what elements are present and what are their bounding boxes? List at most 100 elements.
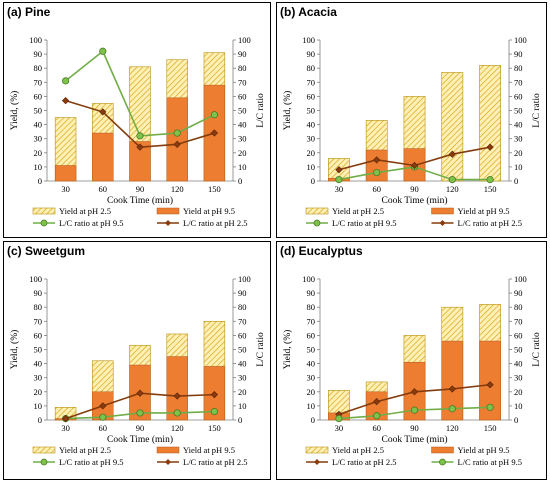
x-tick-label: 90 bbox=[136, 184, 145, 194]
marker-lc-ph95 bbox=[486, 403, 494, 411]
y2-tick-label: 40 bbox=[514, 359, 523, 369]
y-tick-label: 10 bbox=[307, 401, 316, 411]
legend-swatch-orange bbox=[156, 446, 180, 454]
marker-lc-ph25 bbox=[210, 390, 219, 399]
y2-tick-label: 70 bbox=[238, 316, 247, 326]
legend-label: L/C ratio at pH 2.5 bbox=[332, 457, 396, 467]
legend-label: Yield at pH 9.5 bbox=[183, 206, 235, 216]
y2-tick-label: 10 bbox=[514, 401, 523, 411]
y-tick-label: 80 bbox=[307, 63, 316, 73]
marker-lc-ph25 bbox=[373, 398, 381, 406]
y2-tick-label: 60 bbox=[514, 91, 523, 101]
marker-lc-ph95 bbox=[136, 409, 144, 417]
legend-item: Yield at pH 2.5 bbox=[32, 206, 111, 216]
legend-item: L/C ratio at pH 2.5 bbox=[431, 218, 522, 228]
legend-item: Yield at pH 2.5 bbox=[305, 206, 384, 216]
y2-tick-label: 90 bbox=[514, 49, 523, 59]
marker-lc-ph25 bbox=[335, 166, 343, 174]
y2-tick-label: 100 bbox=[238, 35, 251, 45]
marker-lc-ph25 bbox=[173, 392, 181, 400]
legend-swatch-hatched bbox=[305, 446, 329, 454]
y2-tick-label: 10 bbox=[514, 162, 523, 172]
bar-yield-ph25 bbox=[479, 65, 501, 182]
x-tick-label: 30 bbox=[61, 184, 70, 194]
y-tick-label: 60 bbox=[34, 91, 43, 101]
y-tick-label: 100 bbox=[302, 35, 315, 45]
marker-lc-ph95 bbox=[99, 47, 107, 55]
panel-title: (a) Pine bbox=[7, 5, 51, 19]
marker-lc-ph95 bbox=[173, 409, 181, 417]
x-tick-label: 120 bbox=[446, 184, 459, 194]
y-tick-label: 90 bbox=[34, 288, 43, 298]
marker-lc-ph25 bbox=[486, 143, 494, 151]
y2-tick-label: 0 bbox=[238, 415, 242, 425]
y2-tick-label: 20 bbox=[238, 148, 247, 158]
legend-label: L/C ratio at pH 9.5 bbox=[458, 457, 522, 467]
x-tick-label: 150 bbox=[484, 423, 497, 433]
legend-item: Yield at pH 2.5 bbox=[32, 445, 111, 455]
legend-label: Yield at pH 9.5 bbox=[458, 206, 510, 216]
marker-lc-ph25 bbox=[210, 129, 219, 137]
panel-border bbox=[3, 2, 271, 238]
marker-lc-ph95 bbox=[373, 412, 381, 420]
marker-lc-ph25 bbox=[136, 389, 144, 397]
marker-lc-ph25 bbox=[410, 388, 419, 396]
y2-tick-label: 70 bbox=[238, 77, 247, 87]
panel-border bbox=[3, 241, 271, 480]
marker-lc-ph25 bbox=[486, 381, 494, 389]
marker-lc-ph25 bbox=[448, 385, 456, 393]
legend-swatch-hatched bbox=[32, 207, 56, 215]
legend-item: L/C ratio at pH 9.5 bbox=[431, 457, 522, 467]
y2-tick-label: 30 bbox=[514, 373, 523, 383]
legend-label: Yield at pH 2.5 bbox=[332, 206, 384, 216]
legend-label: L/C ratio at pH 9.5 bbox=[59, 218, 123, 228]
y2-tick-label: 60 bbox=[238, 91, 247, 101]
y2-tick-label: 20 bbox=[514, 387, 523, 397]
marker-lc-ph25 bbox=[61, 97, 70, 105]
y-tick-label: 10 bbox=[307, 162, 316, 172]
x-tick-label: 30 bbox=[335, 184, 344, 194]
y2-tick-label: 90 bbox=[238, 288, 247, 298]
marker-lc-ph25 bbox=[136, 143, 144, 151]
legend-item: L/C ratio at pH 2.5 bbox=[157, 218, 247, 228]
legend-label: Yield at pH 2.5 bbox=[332, 445, 384, 455]
y2-tick-label: 100 bbox=[514, 35, 527, 45]
y-tick-label: 10 bbox=[34, 401, 43, 411]
legend-swatch-hatched bbox=[305, 207, 329, 215]
marker-lc-ph95 bbox=[136, 132, 144, 140]
bar-yield-ph25 bbox=[441, 72, 464, 182]
panel-title: (c) Sweetgum bbox=[7, 244, 85, 258]
y-tick-label: 70 bbox=[34, 77, 43, 87]
y2-tick-label: 80 bbox=[238, 63, 247, 73]
y2-tick-label: 10 bbox=[238, 162, 247, 172]
x-tick-label: 90 bbox=[410, 184, 419, 194]
y-tick-label: 80 bbox=[34, 63, 43, 73]
y-axis-title: Yield, (%) bbox=[282, 330, 293, 370]
x-tick-label: 60 bbox=[372, 184, 381, 194]
y2-tick-label: 50 bbox=[514, 106, 523, 116]
panel-border bbox=[276, 2, 547, 238]
y2-tick-label: 60 bbox=[238, 330, 247, 340]
marker-lc-ph25 bbox=[61, 414, 70, 423]
y-axis-title: Yield, (%) bbox=[282, 91, 293, 131]
y2-tick-label: 30 bbox=[514, 134, 523, 144]
y-tick-label: 40 bbox=[307, 120, 316, 130]
bar-yield-ph95 bbox=[166, 356, 188, 421]
marker-lc-ph25 bbox=[99, 402, 107, 410]
marker-lc-ph95 bbox=[210, 407, 218, 416]
legend-item: L/C ratio at pH 2.5 bbox=[157, 457, 247, 467]
x-axis-title: Cook Time (min) bbox=[382, 195, 448, 206]
marker-lc-ph25 bbox=[448, 150, 456, 158]
bar-yield-ph95 bbox=[54, 165, 77, 182]
y-tick-label: 80 bbox=[34, 302, 43, 312]
y-tick-label: 100 bbox=[29, 35, 42, 45]
y2-tick-label: 100 bbox=[514, 274, 527, 284]
marker-lc-ph25 bbox=[410, 161, 419, 170]
x-tick-label: 60 bbox=[99, 184, 108, 194]
x-tick-label: 120 bbox=[171, 423, 184, 433]
y2-tick-label: 50 bbox=[238, 345, 247, 355]
marker-lc-ph25 bbox=[373, 156, 381, 164]
legend-swatch-hatched bbox=[32, 446, 56, 454]
legend-swatch-orange bbox=[156, 207, 180, 215]
y2-tick-label: 90 bbox=[514, 288, 523, 298]
